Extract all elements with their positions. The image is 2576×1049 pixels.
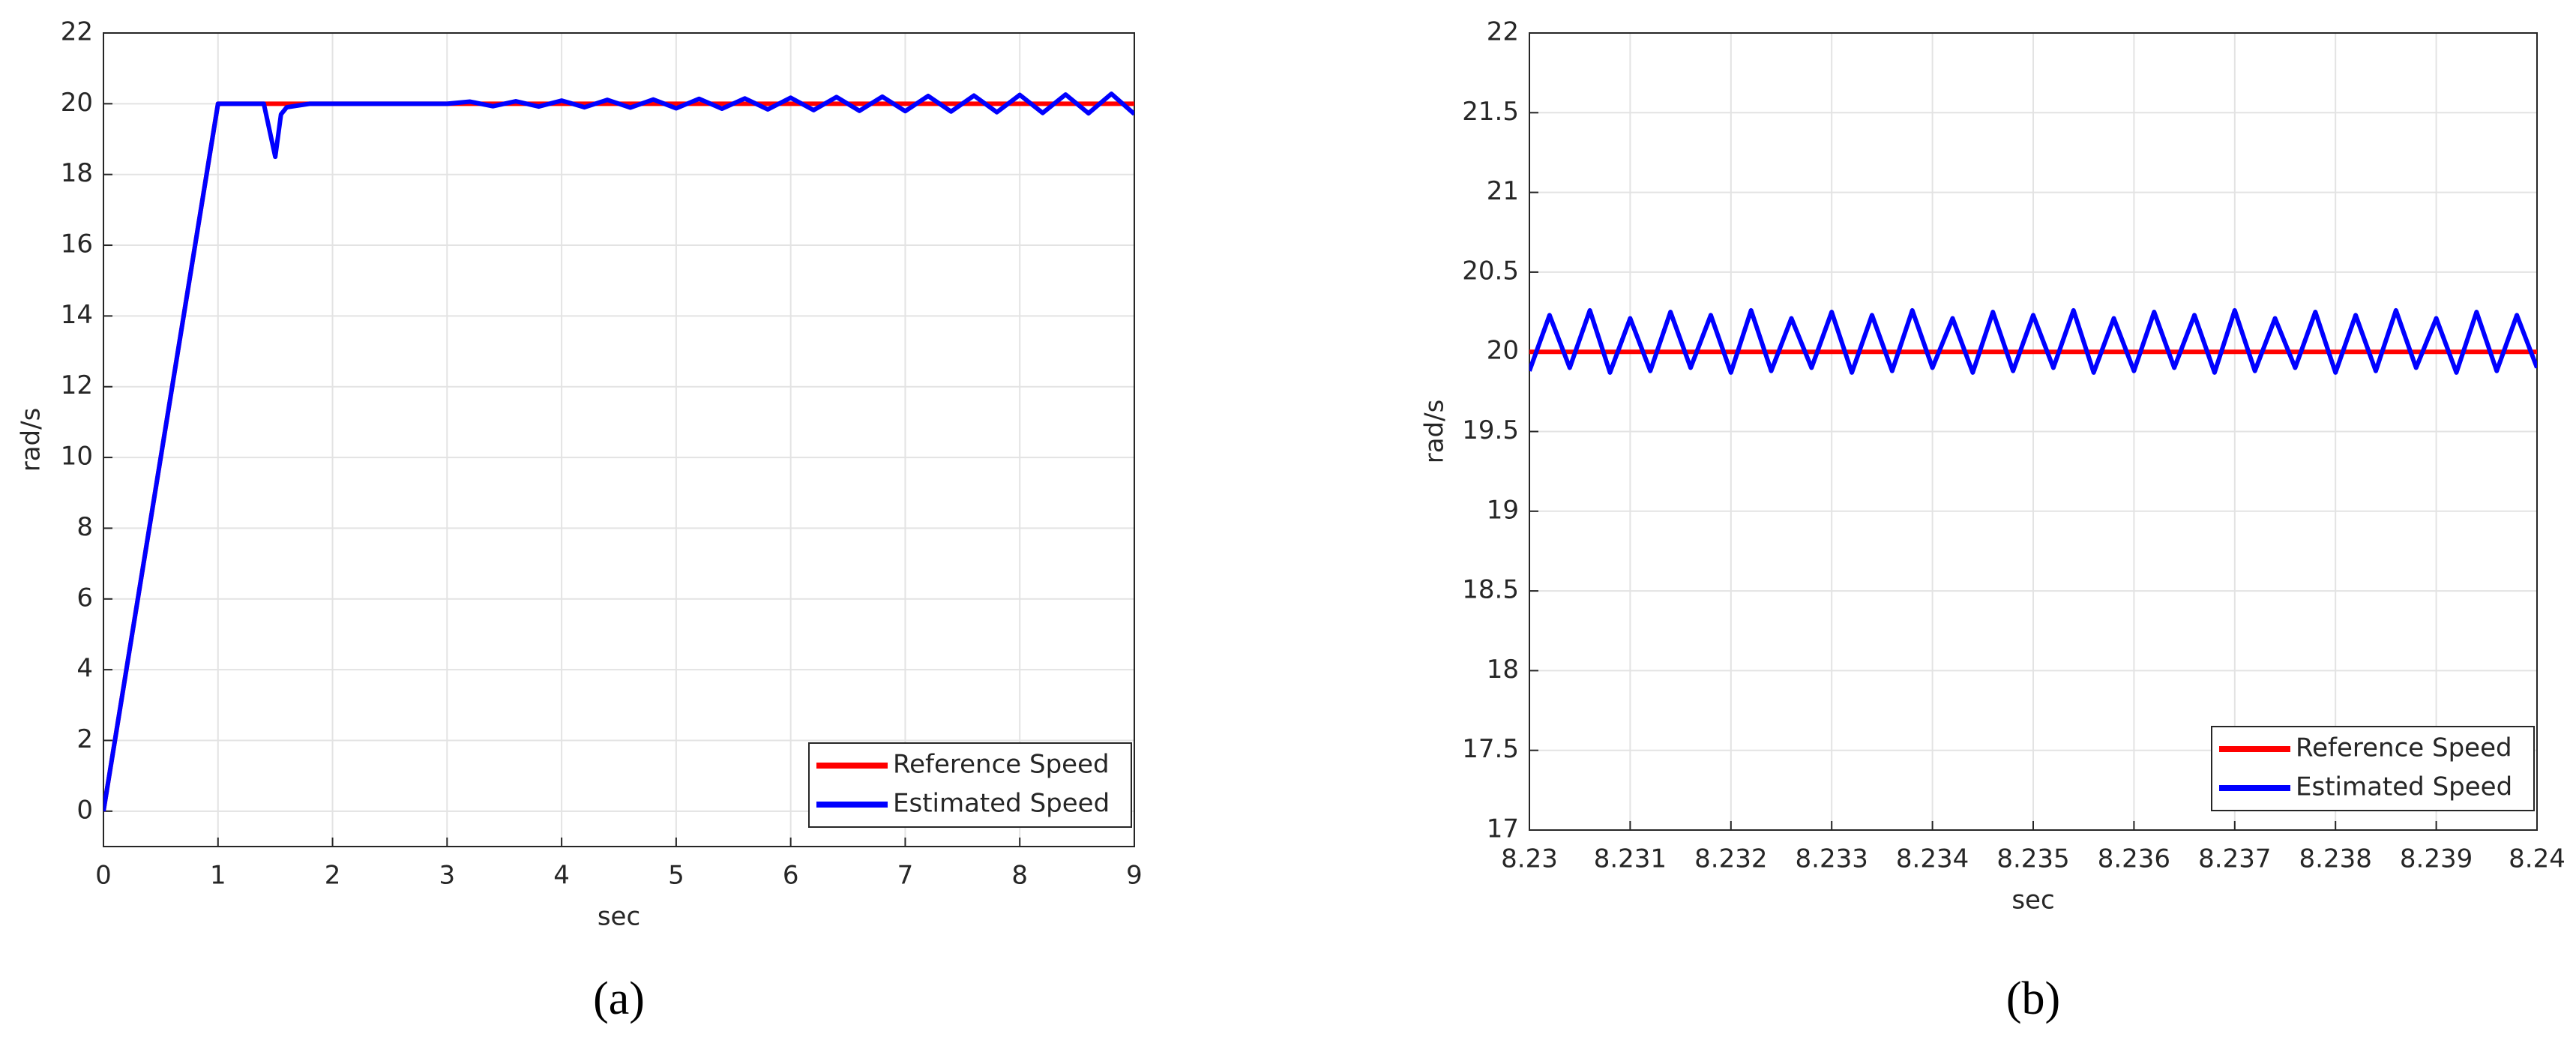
x-tick-label: 3 <box>439 861 456 891</box>
x-tick-label: 8.232 <box>1694 844 1767 874</box>
x-tick-label: 6 <box>783 861 799 891</box>
x-tick-label: 5 <box>668 861 684 891</box>
legend-label: Estimated Speed <box>893 789 1110 819</box>
x-tick-label: 8.239 <box>2400 844 2473 874</box>
plot-frame <box>103 32 1135 847</box>
y-tick-label: 19.5 <box>1462 415 1519 445</box>
y-tick-label: 22 <box>1487 17 1519 47</box>
x-tick-label: 0 <box>95 861 112 891</box>
y-tick-label: 8 <box>76 512 93 542</box>
legend-label: Reference Speed <box>893 750 1110 780</box>
y-tick-label: 19 <box>1487 495 1519 525</box>
x-tick-label: 2 <box>325 861 341 891</box>
y-tick-label: 14 <box>61 300 93 330</box>
legend-box <box>2211 726 2535 811</box>
x-axis-label: sec <box>598 902 640 932</box>
y-tick-label: 20.5 <box>1462 256 1519 286</box>
legend-label: Reference Speed <box>2296 733 2512 763</box>
data-line <box>1529 307 2537 375</box>
y-tick-label: 18 <box>1487 655 1519 685</box>
x-tick-label: 8.234 <box>1896 844 1969 874</box>
y-tick-label: 17.5 <box>1462 734 1519 764</box>
legend-box <box>808 742 1132 828</box>
y-tick-label: 12 <box>61 370 93 400</box>
x-tick-label: 8.233 <box>1796 844 1868 874</box>
y-axis-label: rad/s <box>1420 400 1450 464</box>
y-tick-label: 20 <box>61 88 93 118</box>
x-tick-label: 4 <box>553 861 570 891</box>
y-tick-label: 4 <box>76 654 93 684</box>
x-tick-label: 8.231 <box>1594 844 1667 874</box>
y-tick-label: 18.5 <box>1462 575 1519 605</box>
y-tick-label: 16 <box>61 229 93 259</box>
x-tick-label: 8 <box>1011 861 1028 891</box>
y-tick-label: 17 <box>1487 814 1519 844</box>
x-tick-label: 1 <box>210 861 226 891</box>
y-tick-label: 22 <box>61 17 93 47</box>
y-tick-label: 20 <box>1487 336 1519 366</box>
x-tick-label: 8.24 <box>2509 844 2566 874</box>
y-tick-label: 18 <box>61 158 93 188</box>
plot-area <box>103 33 1134 847</box>
y-tick-label: 0 <box>76 795 93 825</box>
x-tick-label: 8.235 <box>1996 844 2069 874</box>
caption: (a) <box>593 973 645 1024</box>
y-tick-label: 2 <box>76 724 93 754</box>
x-tick-label: 8.237 <box>2198 844 2271 874</box>
x-tick-label: 8.23 <box>1501 844 1558 874</box>
legend-label: Estimated Speed <box>2296 772 2512 802</box>
x-tick-label: 9 <box>1126 861 1143 891</box>
y-tick-label: 21 <box>1487 176 1519 206</box>
x-tick-label: 8.238 <box>2299 844 2372 874</box>
y-tick-label: 6 <box>76 583 93 613</box>
data-line <box>103 91 1134 812</box>
x-axis-label: sec <box>2011 886 2054 916</box>
y-axis-label: rad/s <box>16 408 46 472</box>
plot-frame <box>1529 32 2538 831</box>
y-tick-label: 10 <box>61 442 93 472</box>
caption: (b) <box>2006 973 2060 1024</box>
x-tick-label: 8.236 <box>2098 844 2170 874</box>
x-tick-label: 7 <box>897 861 914 891</box>
y-tick-label: 21.5 <box>1462 97 1519 127</box>
